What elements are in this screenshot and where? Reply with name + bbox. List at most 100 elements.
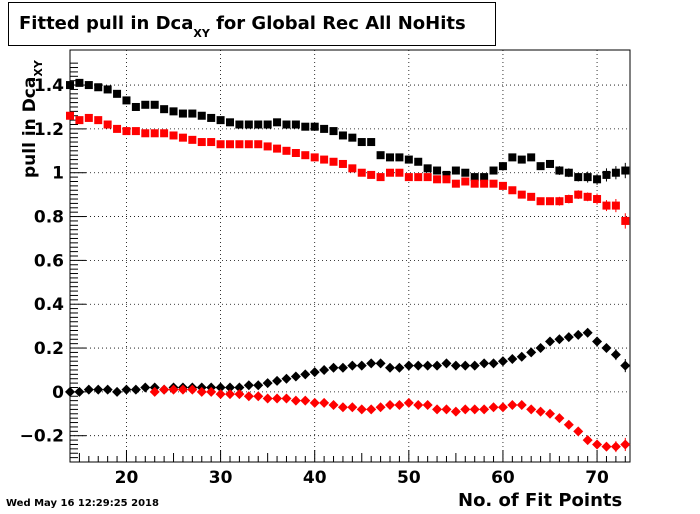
data-point [442, 175, 451, 184]
data-point [103, 120, 112, 129]
data-point [207, 138, 216, 147]
data-point [149, 386, 160, 397]
data-point [243, 380, 254, 391]
data-point [253, 380, 264, 391]
data-point [319, 397, 330, 408]
data-point [516, 351, 527, 362]
data-point [310, 153, 319, 162]
data-point [320, 155, 329, 164]
data-point [244, 120, 253, 129]
data-point [301, 122, 310, 131]
data-point [281, 373, 292, 384]
data-point [593, 195, 602, 204]
data-point [131, 127, 140, 136]
y-tick-label: −0.2 [20, 427, 64, 447]
data-point [450, 360, 461, 371]
data-point [573, 426, 584, 437]
data-point [583, 173, 592, 182]
data-point [121, 384, 132, 395]
data-point [188, 109, 197, 118]
data-point [328, 400, 339, 411]
y-tick-label: 1.4 [34, 76, 64, 96]
data-point [235, 140, 244, 149]
data-point [555, 166, 564, 175]
data-point [357, 138, 366, 147]
data-point [75, 116, 84, 125]
y-tick-label: 0.2 [34, 339, 64, 359]
data-point [216, 140, 225, 149]
data-point [168, 384, 179, 395]
data-point [291, 120, 300, 129]
data-point [319, 364, 330, 375]
data-point [94, 116, 103, 125]
data-point [347, 360, 358, 371]
data-point [159, 384, 170, 395]
data-point [141, 100, 150, 109]
x-tick-label: 40 [303, 468, 327, 488]
data-point [254, 120, 263, 129]
data-point [508, 153, 517, 162]
data-point [169, 107, 178, 116]
data-point [395, 168, 404, 177]
data-point [470, 173, 479, 182]
data-point [113, 124, 122, 133]
data-point [460, 404, 471, 415]
data-point [582, 435, 593, 446]
data-point [309, 397, 320, 408]
data-point [131, 102, 140, 111]
data-point [479, 358, 490, 369]
data-point [460, 360, 471, 371]
data-point [413, 360, 424, 371]
data-point [263, 120, 272, 129]
data-point [507, 354, 518, 364]
data-point [414, 157, 423, 166]
data-point [367, 170, 376, 179]
data-point [498, 181, 507, 190]
data-point [573, 329, 584, 340]
chart-title-rest: for Global Rec All NoHits [209, 13, 466, 34]
data-point [338, 131, 347, 140]
data-point [461, 168, 470, 177]
data-point [150, 100, 159, 109]
data-point [177, 384, 188, 395]
data-point [564, 168, 573, 177]
data-point [234, 382, 245, 393]
data-point [583, 192, 592, 201]
data-point [386, 168, 394, 177]
data-point [621, 166, 630, 175]
data-point [469, 360, 480, 371]
data-series [66, 111, 630, 229]
y-tick-label: 0 [52, 383, 64, 403]
y-tick-label: 0.4 [34, 295, 64, 315]
data-point [479, 404, 490, 415]
data-point [592, 439, 603, 450]
data-point [535, 406, 546, 417]
data-point [234, 389, 245, 400]
data-point [432, 360, 443, 371]
data-point [620, 360, 631, 371]
data-point [497, 402, 508, 413]
data-series [66, 78, 630, 185]
y-axis-title-subscript: XY [32, 60, 45, 77]
data-point [527, 192, 536, 201]
data-point [403, 397, 414, 408]
data-point [262, 378, 273, 389]
data-point [526, 347, 537, 358]
data-point [554, 334, 565, 345]
data-point [74, 386, 85, 397]
data-point [592, 336, 603, 347]
data-point [621, 216, 630, 225]
data-point [273, 118, 282, 127]
data-point [112, 386, 123, 397]
data-point [93, 384, 104, 395]
data-point [433, 166, 442, 175]
data-point [611, 168, 620, 177]
data-point [272, 393, 283, 404]
data-point [498, 162, 507, 171]
data-point [366, 404, 377, 415]
data-point [122, 96, 131, 105]
data-points [65, 78, 631, 453]
data-point [84, 113, 93, 122]
data-point [65, 386, 75, 397]
